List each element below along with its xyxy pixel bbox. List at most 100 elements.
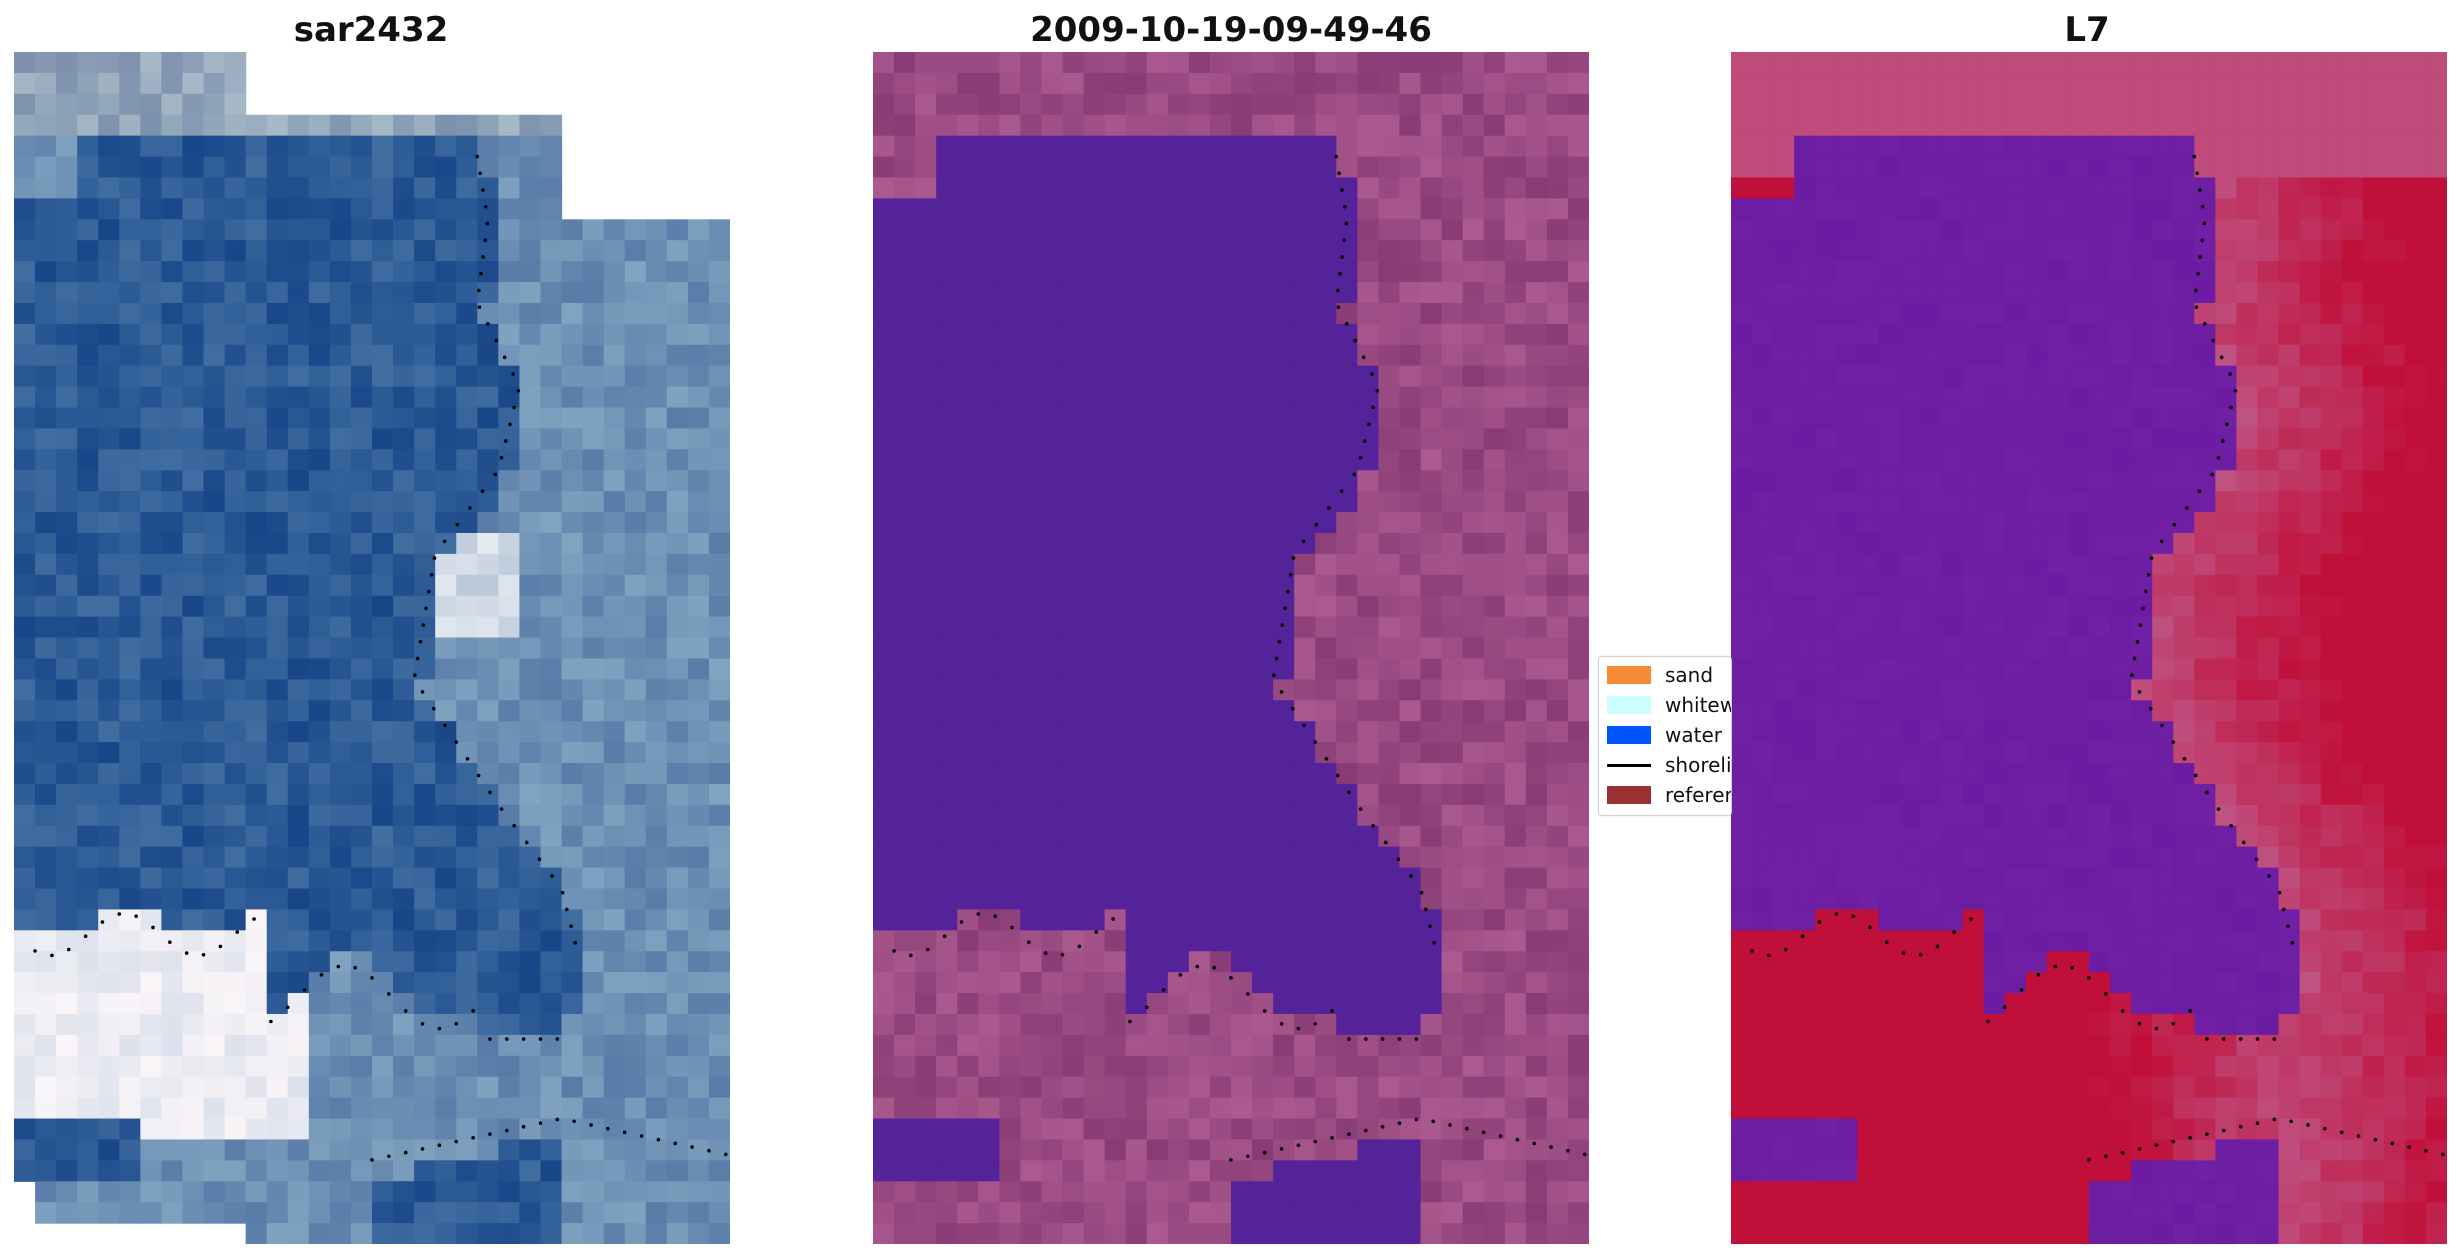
pixel-cell: [624, 1076, 647, 1099]
pixel-cell: [582, 1076, 605, 1099]
pixel-cell: [2278, 616, 2301, 639]
pixel-cell: [414, 323, 436, 346]
pixel-cell: [414, 616, 436, 639]
pixel-cell: [1357, 261, 1380, 283]
pixel-cell: [1062, 323, 1085, 346]
pixel-cell: [119, 114, 141, 137]
pixel-cell: [666, 658, 689, 680]
pixel-cell: [203, 616, 226, 639]
pixel-cell: [1083, 386, 1106, 409]
pixel-cell: [936, 1160, 958, 1182]
pixel-cell: [1399, 219, 1422, 241]
pixel-cell: [77, 804, 99, 827]
shoreline-point: [485, 221, 490, 226]
pixel-cell: [2067, 240, 2090, 262]
pixel-cell: [1231, 240, 1253, 262]
pixel-cell: [666, 1013, 689, 1036]
pixel-cell: [1273, 491, 1295, 513]
pixel-cell: [456, 407, 478, 430]
pixel-cell: [582, 261, 605, 283]
pixel-cell: [2425, 470, 2447, 492]
pixel-cell: [477, 1160, 499, 1182]
pixel-cell: [1483, 930, 1506, 952]
pixel-cell: [35, 867, 57, 890]
pixel-cell: [2194, 52, 2216, 74]
pixel-cell: [894, 1118, 916, 1141]
pixel-cell: [2341, 553, 2364, 576]
pixel-cell: [372, 240, 394, 262]
pixel-cell: [1062, 52, 1085, 74]
pixel-cell: [203, 156, 226, 179]
pixel-cell: [245, 344, 268, 367]
pixel-cell: [245, 1181, 268, 1203]
pixel-cell: [1546, 512, 1569, 534]
pixel-cell: [1462, 1223, 1485, 1244]
pixel-cell: [666, 1181, 689, 1203]
pixel-cell: [2278, 93, 2301, 116]
pixel-cell: [915, 1055, 937, 1078]
pixel-cell: [287, 177, 310, 199]
pixel-cell: [35, 846, 57, 869]
pixel-cell: [140, 825, 163, 848]
pixel-cell: [978, 1118, 1000, 1141]
pixel-cell: [2362, 240, 2385, 262]
pixel-cell: [1020, 532, 1043, 555]
pixel-cell: [1188, 763, 1211, 785]
pixel-cell: [119, 344, 141, 367]
shoreline-point: [415, 656, 420, 661]
pixel-cell: [2404, 240, 2427, 262]
pixel-cell: [1815, 428, 1837, 450]
shoreline-point: [201, 952, 206, 957]
pixel-cell: [1167, 930, 1190, 952]
pixel-cell: [1336, 72, 1358, 95]
pixel-cell: [1209, 951, 1232, 973]
pixel-cell: [2067, 491, 2090, 513]
pixel-cell: [1878, 595, 1901, 618]
pixel-cell: [1773, 386, 1795, 409]
pixel-cell: [2404, 72, 2427, 95]
pixel-cell: [2152, 428, 2174, 450]
pixel-cell: [2025, 616, 2048, 639]
pixel-cell: [498, 637, 521, 660]
pixel-cell: [1125, 135, 1148, 158]
pixel-cell: [1815, 658, 1837, 680]
pixel-cell: [2004, 302, 2027, 325]
pixel-cell: [1420, 951, 1443, 973]
pixel-cell: [1104, 323, 1127, 346]
pixel-cell: [1252, 386, 1274, 409]
pixel-cell: [1731, 532, 1753, 555]
pixel-cell: [1294, 93, 1316, 116]
pixel-cell: [2215, 407, 2238, 430]
pixel-cell: [999, 93, 1022, 116]
pixel-cell: [2404, 616, 2427, 639]
pixel-cell: [1420, 1118, 1443, 1141]
pixel-cell: [1315, 135, 1337, 158]
pixel-cell: [1273, 1076, 1295, 1099]
pixel-cell: [540, 658, 563, 680]
classified-image: [873, 52, 1589, 1244]
pixel-cell: [603, 637, 626, 660]
pixel-cell: [1857, 595, 1880, 618]
pixel-cell: [77, 888, 99, 910]
pixel-cell: [2131, 135, 2153, 158]
pixel-cell: [14, 951, 36, 973]
pixel-cell: [2089, 365, 2111, 388]
pixel-cell: [393, 637, 415, 660]
pixel-cell: [873, 512, 895, 534]
pixel-cell: [2131, 365, 2153, 388]
shoreline-point: [235, 930, 240, 934]
pixel-cell: [456, 700, 478, 722]
pixel-cell: [1020, 763, 1043, 785]
pixel-cell: [1899, 407, 1922, 430]
pixel-cell: [2004, 240, 2027, 262]
pixel-cell: [456, 344, 478, 367]
pixel-cell: [1188, 219, 1211, 241]
pixel-cell: [498, 553, 521, 576]
pixel-cell: [224, 595, 247, 618]
pixel-cell: [603, 846, 626, 869]
pixel-cell: [1273, 219, 1295, 241]
pixel-cell: [2236, 658, 2259, 680]
pixel-cell: [2173, 52, 2195, 74]
pixel-cell: [1525, 261, 1548, 283]
pixel-cell: [224, 282, 247, 304]
